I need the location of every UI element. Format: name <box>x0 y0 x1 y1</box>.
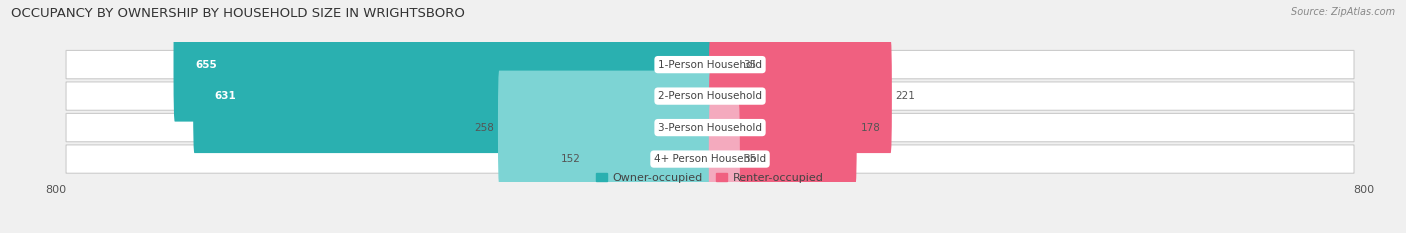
Text: 3-Person Household: 3-Person Household <box>658 123 762 133</box>
FancyBboxPatch shape <box>66 50 1354 79</box>
Text: 221: 221 <box>896 91 915 101</box>
Text: Source: ZipAtlas.com: Source: ZipAtlas.com <box>1291 7 1395 17</box>
Text: 4+ Person Household: 4+ Person Household <box>654 154 766 164</box>
FancyBboxPatch shape <box>709 102 740 216</box>
Text: 35: 35 <box>744 60 756 70</box>
Text: 1-Person Household: 1-Person Household <box>658 60 762 70</box>
Text: 2-Person Household: 2-Person Household <box>658 91 762 101</box>
Text: 631: 631 <box>215 91 236 101</box>
FancyBboxPatch shape <box>709 71 856 185</box>
Text: 258: 258 <box>474 123 495 133</box>
FancyBboxPatch shape <box>498 71 711 185</box>
FancyBboxPatch shape <box>66 82 1354 110</box>
Text: 152: 152 <box>561 154 581 164</box>
FancyBboxPatch shape <box>193 39 711 153</box>
FancyBboxPatch shape <box>585 102 711 216</box>
FancyBboxPatch shape <box>709 39 891 153</box>
FancyBboxPatch shape <box>66 145 1354 173</box>
Text: OCCUPANCY BY OWNERSHIP BY HOUSEHOLD SIZE IN WRIGHTSBORO: OCCUPANCY BY OWNERSHIP BY HOUSEHOLD SIZE… <box>11 7 465 20</box>
Legend: Owner-occupied, Renter-occupied: Owner-occupied, Renter-occupied <box>592 168 828 187</box>
FancyBboxPatch shape <box>173 8 711 122</box>
Text: 178: 178 <box>860 123 880 133</box>
Text: 655: 655 <box>195 60 217 70</box>
FancyBboxPatch shape <box>709 8 740 122</box>
FancyBboxPatch shape <box>66 113 1354 142</box>
Text: 35: 35 <box>744 154 756 164</box>
